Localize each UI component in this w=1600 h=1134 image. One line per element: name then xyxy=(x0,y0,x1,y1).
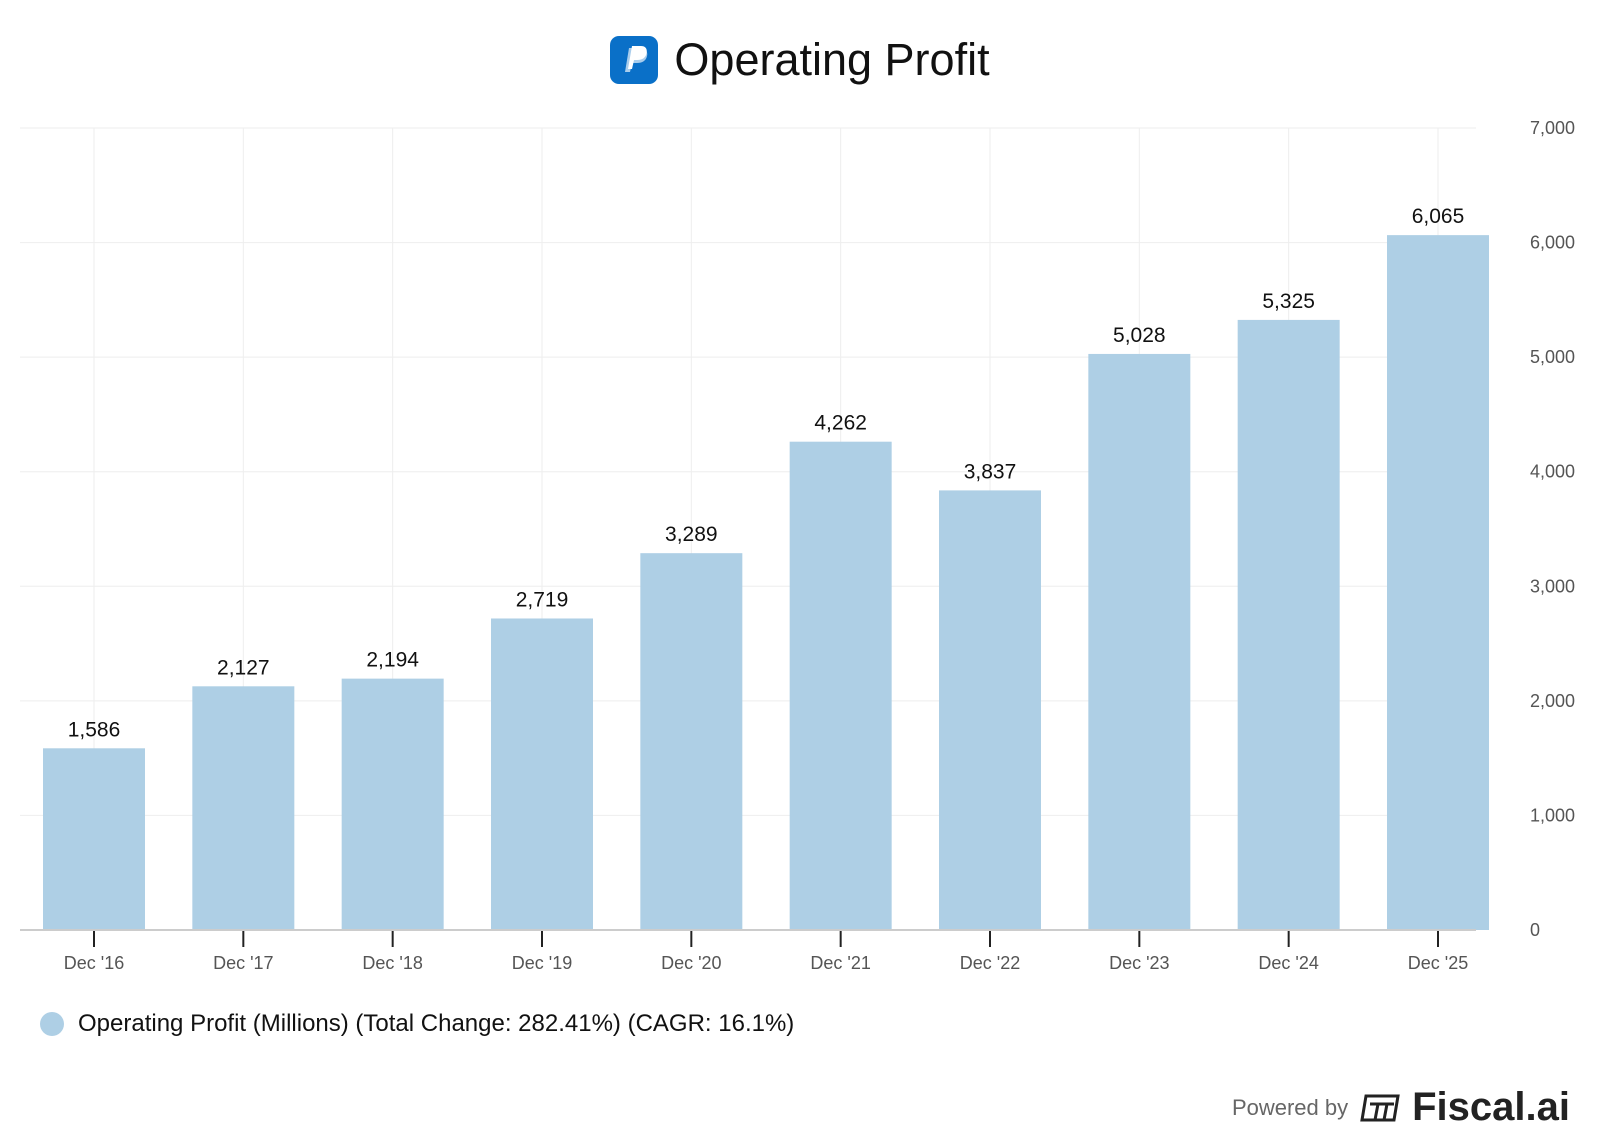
bar-value-label: 2,719 xyxy=(516,588,569,611)
bar-value-label: 3,837 xyxy=(964,460,1017,483)
x-tick-label: Dec '25 xyxy=(1408,953,1468,973)
x-tick-label: Dec '18 xyxy=(362,953,422,973)
y-tick-label: 2,000 xyxy=(1530,691,1575,711)
fiscal-ai-logo-icon xyxy=(1360,1094,1400,1121)
bar xyxy=(1088,353,1191,931)
bar xyxy=(341,678,444,930)
bars-layer xyxy=(43,235,1489,931)
legend-label: Operating Profit (Millions) (Total Chang… xyxy=(78,1010,795,1037)
bar xyxy=(1237,319,1340,931)
x-tick-label: Dec '16 xyxy=(64,953,124,973)
bar xyxy=(640,553,743,930)
bar-chart: 1,586 2,127 2,194 2,719 3,289 4,262 3,837 5,028… xyxy=(20,118,1575,973)
bar xyxy=(43,748,145,930)
bar-value-label: 5,325 xyxy=(1262,290,1315,313)
bar-value-label: 6,065 xyxy=(1412,205,1465,228)
x-tick-label: Dec '22 xyxy=(960,953,1020,973)
axis-layer: 0 1,000 2,000 3,000 4,000 5,000 6,000 7,000 Dec … xyxy=(20,118,1575,973)
chart-header: Operating Profit xyxy=(0,30,1600,90)
y-tick-label: 3,000 xyxy=(1530,576,1575,596)
legend-swatch xyxy=(40,1012,64,1036)
bar-value-label: 1,586 xyxy=(68,718,121,741)
bar-value-label: 2,194 xyxy=(366,649,419,672)
x-tick-label: Dec '20 xyxy=(661,953,721,973)
bar xyxy=(939,490,1041,930)
y-tick-label: 7,000 xyxy=(1530,118,1575,138)
bar xyxy=(491,618,593,930)
y-tick-label: 6,000 xyxy=(1530,233,1575,253)
x-tick-label: Dec '17 xyxy=(213,953,273,973)
y-tick-label: 1,000 xyxy=(1530,805,1575,825)
bar-value-label: 5,028 xyxy=(1113,324,1166,347)
bar xyxy=(192,686,295,930)
paypal-logo-icon xyxy=(610,36,659,84)
bar-value-label: 4,262 xyxy=(814,412,867,435)
powered-by[interactable]: Powered by Fiscal.ai xyxy=(1232,1085,1570,1130)
page-title: Operating Profit xyxy=(674,34,990,85)
brand-name: Fiscal.ai xyxy=(1412,1085,1570,1129)
bar-value-label: 2,127 xyxy=(217,656,270,679)
x-tick-label: Dec '24 xyxy=(1258,953,1318,973)
labels-layer: 1,586 2,127 2,194 2,719 3,289 4,262 3,837 5,028… xyxy=(68,205,1465,741)
legend[interactable]: Operating Profit (Millions) (Total Chang… xyxy=(40,1010,794,1038)
x-tick-label: Dec '23 xyxy=(1109,953,1169,973)
y-tick-label: 4,000 xyxy=(1530,462,1575,482)
x-tick-label: Dec '21 xyxy=(810,953,870,973)
y-tick-label: 5,000 xyxy=(1530,347,1575,367)
bar xyxy=(789,441,892,930)
y-tick-label: 0 xyxy=(1530,920,1540,940)
bar-value-label: 3,289 xyxy=(665,523,718,546)
bar xyxy=(1387,235,1489,931)
powered-by-label: Powered by xyxy=(1231,1094,1349,1120)
x-tick-label: Dec '19 xyxy=(512,953,572,973)
